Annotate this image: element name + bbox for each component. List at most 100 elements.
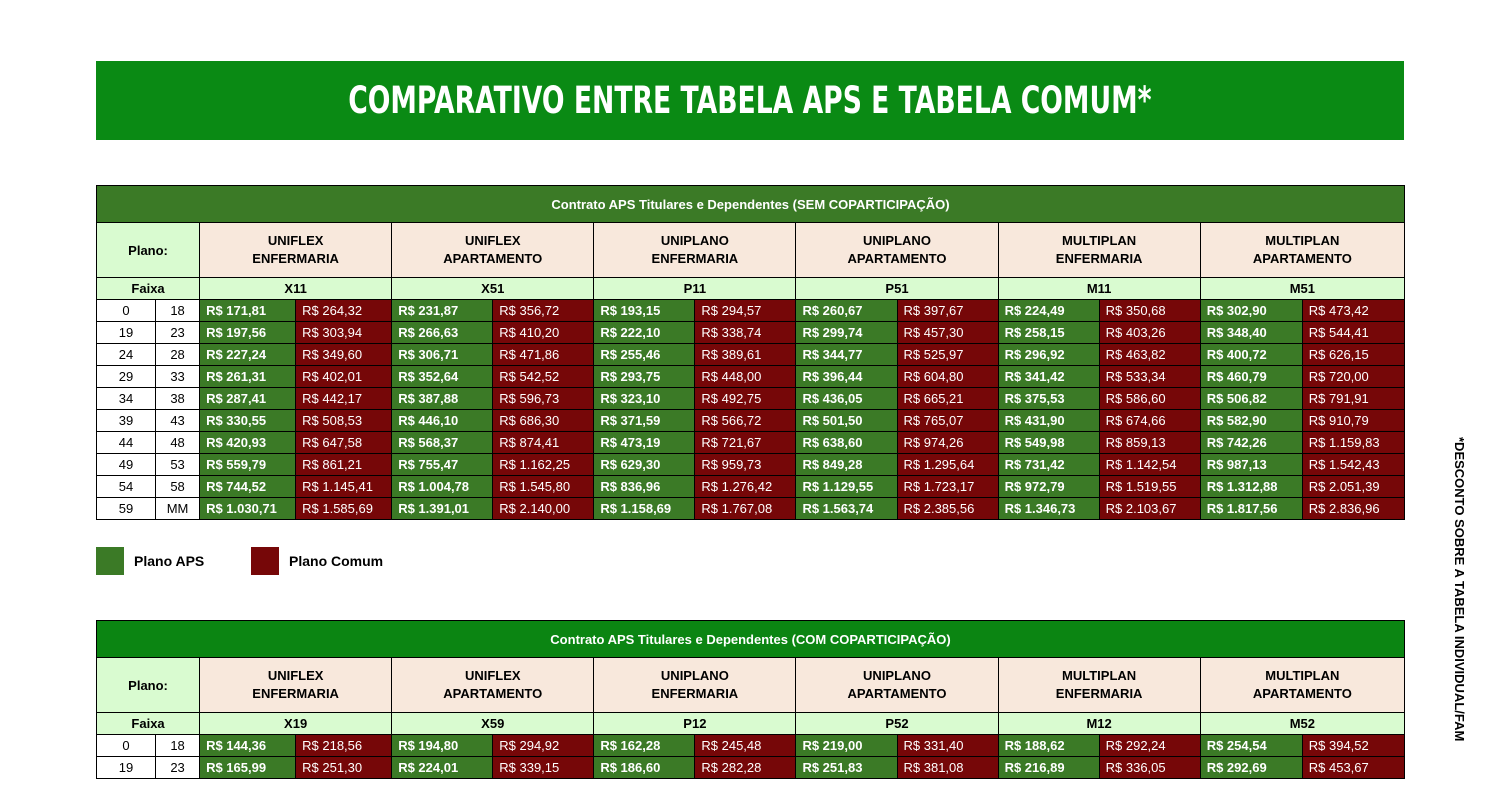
plan-name-line1: UNIPLANO — [660, 233, 729, 248]
aps-price-cell: R$ 446,10 — [391, 409, 494, 432]
aps-price-cell: R$ 227,24 — [199, 343, 297, 366]
aps-price-cell: R$ 323,10 — [593, 387, 696, 410]
plan-codes-row: Faixa X11 X51 P11 P51 M11 M51 — [95, 277, 1406, 300]
comum-price-cell: R$ 1.159,83 — [1301, 431, 1406, 454]
aps-price-cell: R$ 1.817,56 — [1199, 497, 1303, 520]
aps-price-cell: R$ 629,30 — [593, 453, 696, 476]
page-title: COMPARATIVO ENTRE TABELA APS E TABELA CO… — [348, 79, 1152, 122]
plan-code: P11 — [593, 277, 797, 300]
age-to: MM — [155, 497, 201, 520]
comum-price-cell: R$ 389,61 — [694, 343, 797, 366]
age-to: 48 — [155, 431, 201, 454]
comum-price-cell: R$ 471,86 — [492, 343, 595, 366]
plan-codes-row: Faixa X19 X59 P12 P52 M12 M52 — [95, 712, 1406, 735]
aps-price-cell: R$ 171,81 — [199, 299, 297, 322]
comum-price-cell: R$ 1.145,41 — [295, 475, 393, 498]
plan-code: P51 — [795, 277, 999, 300]
plan-name-line1: MULTIPLAN — [1265, 233, 1340, 248]
comum-price-cell: R$ 339,15 — [492, 756, 595, 779]
table-row: 19 23 R$ 165,99 R$ 251,30 R$ 224,01 R$ 339,15… — [95, 756, 1406, 779]
age-to: 18 — [155, 299, 201, 322]
aps-price-cell: R$ 260,67 — [795, 299, 898, 322]
aps-price-cell: R$ 1.030,71 — [199, 497, 297, 520]
comum-price-cell: R$ 596,73 — [492, 387, 595, 410]
table-title: Contrato APS Titulares e Dependentes (SE… — [96, 185, 1405, 223]
aps-price-cell: R$ 224,01 — [391, 756, 494, 779]
plan-names-row: Plano: UNIFLEX ENFERMARIA UNIFLEX APARTAMENT… — [95, 657, 1406, 713]
aps-price-cell: R$ 559,79 — [199, 453, 297, 476]
plan-name-line2: ENFERMARIA — [651, 251, 739, 266]
aps-price-cell: R$ 296,92 — [997, 343, 1100, 366]
plan-name-line2: APARTAMENTO — [443, 686, 543, 701]
comum-price-cell: R$ 410,20 — [492, 321, 595, 344]
comum-price-cell: R$ 292,24 — [1098, 734, 1201, 757]
faixa-label: Faixa — [95, 277, 201, 300]
aps-price-cell: R$ 188,62 — [997, 734, 1100, 757]
comum-price-cell: R$ 686,30 — [492, 409, 595, 432]
comum-price-cell: R$ 251,30 — [295, 756, 393, 779]
plan-name-line2: APARTAMENTO — [443, 251, 543, 266]
comum-price-cell: R$ 394,52 — [1301, 734, 1406, 757]
comum-price-cell: R$ 2.140,00 — [492, 497, 595, 520]
aps-price-cell: R$ 506,82 — [1199, 387, 1303, 410]
plan-name-line2: APARTAMENTO — [847, 251, 947, 266]
comum-price-cell: R$ 397,67 — [896, 299, 999, 322]
comum-price-cell: R$ 959,73 — [694, 453, 797, 476]
aps-price-cell: R$ 222,10 — [593, 321, 696, 344]
plan-name-line1: UNIFLEX — [267, 233, 324, 248]
aps-price-cell: R$ 744,52 — [199, 475, 297, 498]
aps-price-cell: R$ 216,89 — [997, 756, 1100, 779]
comum-price-cell: R$ 1.545,80 — [492, 475, 595, 498]
aps-price-cell: R$ 987,13 — [1199, 453, 1303, 476]
comum-price-cell: R$ 338,74 — [694, 321, 797, 344]
comum-price-cell: R$ 453,67 — [1301, 756, 1406, 779]
age-from: 0 — [95, 734, 157, 757]
plan-name-line1: MULTIPLAN — [1265, 668, 1340, 683]
plano-label: Plano: — [95, 657, 201, 713]
aps-price-cell: R$ 341,42 — [997, 365, 1100, 388]
comum-price-cell: R$ 402,01 — [295, 365, 393, 388]
aps-price-cell: R$ 742,26 — [1199, 431, 1303, 454]
plan-name-header: UNIPLANO APARTAMENTO — [795, 222, 999, 278]
comum-price-cell: R$ 533,34 — [1098, 365, 1201, 388]
comum-price-cell: R$ 492,75 — [694, 387, 797, 410]
comum-price-cell: R$ 1.585,69 — [295, 497, 393, 520]
comum-price-cell: R$ 245,48 — [694, 734, 797, 757]
plan-name-header: UNIPLANO APARTAMENTO — [795, 657, 999, 713]
comum-price-cell: R$ 1.519,55 — [1098, 475, 1201, 498]
table-row: 24 28 R$ 227,24 R$ 349,60 R$ 306,71 R$ 471,86… — [95, 343, 1406, 366]
aps-price-cell: R$ 287,41 — [199, 387, 297, 410]
comum-price-cell: R$ 2.103,67 — [1098, 497, 1201, 520]
comum-price-cell: R$ 647,58 — [295, 431, 393, 454]
plan-code: P52 — [795, 712, 999, 735]
aps-price-cell: R$ 299,74 — [795, 321, 898, 344]
plan-code: P12 — [593, 712, 797, 735]
aps-price-cell: R$ 568,37 — [391, 431, 494, 454]
comum-price-cell: R$ 791,91 — [1301, 387, 1406, 410]
legend-aps-label: Plano APS — [134, 553, 205, 569]
aps-price-cell: R$ 501,50 — [795, 409, 898, 432]
aps-price-cell: R$ 582,90 — [1199, 409, 1303, 432]
plan-name-line1: UNIPLANO — [660, 668, 729, 683]
aps-price-cell: R$ 193,15 — [593, 299, 696, 322]
comum-price-cell: R$ 336,05 — [1098, 756, 1201, 779]
plan-name-line1: UNIFLEX — [464, 233, 521, 248]
table-row: 54 58 R$ 744,52 R$ 1.145,41 R$ 1.004,78 R$ 1.… — [95, 475, 1406, 498]
age-to: 38 — [155, 387, 201, 410]
legend-comum: Plano Comum — [251, 547, 383, 575]
plan-name-header: MULTIPLAN APARTAMENTO — [1199, 222, 1406, 278]
aps-price-cell: R$ 1.312,88 — [1199, 475, 1303, 498]
table-row: 29 33 R$ 261,31 R$ 402,01 R$ 352,64 R$ 542,52… — [95, 365, 1406, 388]
age-to: 58 — [155, 475, 201, 498]
plan-names-row: Plano: UNIFLEX ENFERMARIA UNIFLEX APARTAMENT… — [95, 222, 1406, 278]
plan-name-header: MULTIPLAN ENFERMARIA — [997, 657, 1201, 713]
plan-name-header: MULTIPLAN APARTAMENTO — [1199, 657, 1406, 713]
table-title-row: Contrato APS Titulares e Dependentes (SE… — [96, 185, 1405, 223]
aps-price-cell: R$ 197,56 — [199, 321, 297, 344]
aps-price-cell: R$ 292,69 — [1199, 756, 1303, 779]
age-to: 53 — [155, 453, 201, 476]
aps-price-cell: R$ 231,87 — [391, 299, 494, 322]
comum-price-cell: R$ 525,97 — [896, 343, 999, 366]
aps-price-cell: R$ 473,19 — [593, 431, 696, 454]
aps-price-cell: R$ 254,54 — [1199, 734, 1303, 757]
